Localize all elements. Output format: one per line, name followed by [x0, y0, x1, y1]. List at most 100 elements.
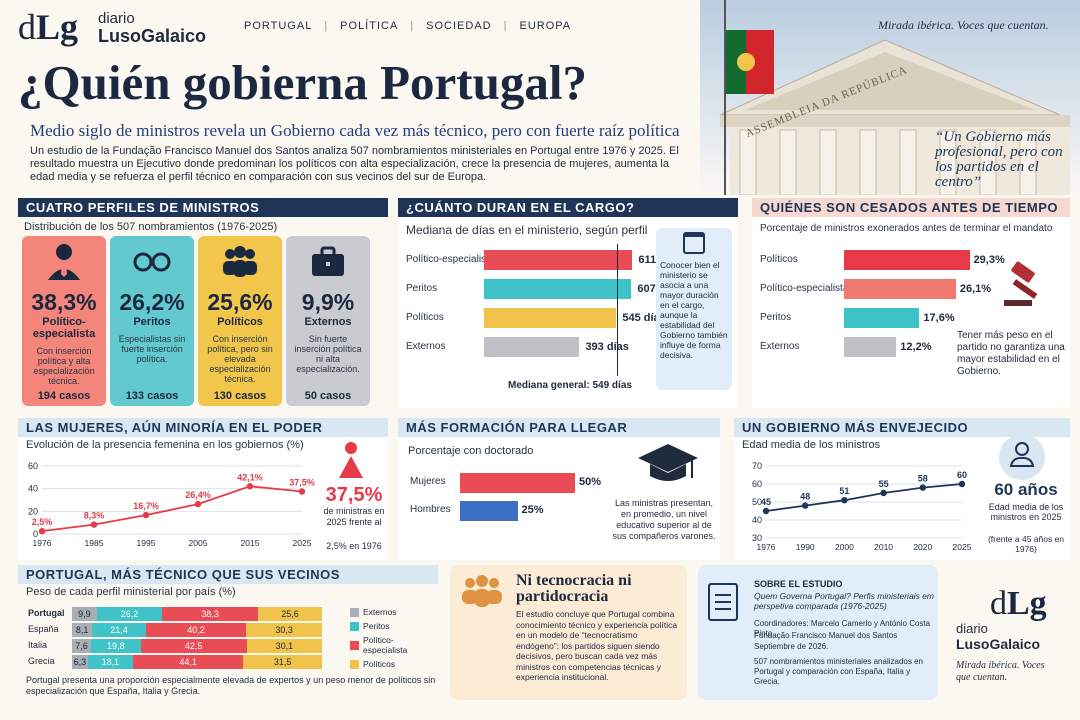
about-date: Septiembre de 2026. [754, 642, 829, 651]
data-label: 16,7% [133, 501, 159, 511]
data-point [958, 480, 966, 488]
profile-name: Políticos [217, 316, 263, 328]
data-label: 58 [918, 474, 928, 484]
legend-label: Político-especialista [362, 635, 408, 655]
brand-logo[interactable]: dLg diario LusoGalaico [18, 6, 218, 48]
profile-cases: 194 casos [37, 390, 91, 402]
duration-value: 393 días [585, 341, 629, 353]
data-label: 26,4% [185, 490, 211, 500]
section-subtitle: Mediana de días en el ministerio, según … [406, 223, 648, 237]
profile-pct: 38,3% [31, 289, 97, 315]
education-bar [460, 473, 575, 493]
data-label: 42,1% [237, 472, 263, 482]
about-title: SOBRE EL ESTUDIO [754, 579, 843, 589]
about-extra: 507 nombramientos ministeriales analizad… [754, 657, 923, 686]
duration-bar [484, 279, 632, 299]
brand-mark: dLg [18, 7, 79, 47]
section-title: LAS MUJERES, AÚN MINORÍA EN EL PODER [18, 418, 388, 437]
profile-desc: Sin fuerte inserción política ni alta es… [294, 334, 362, 374]
education-section: MÁS FORMACIÓN PARA LLEGAR Porcentaje con… [398, 418, 720, 560]
data-point [880, 489, 887, 497]
age-desc: Edad media de los ministros en 2025 [988, 502, 1064, 522]
footer-brand[interactable]: dLg diario LusoGalaico Mirada ibérica. V… [950, 585, 1075, 715]
stacked-bar: 6,3 18,1 44,1 31,5 [72, 655, 322, 669]
nav-politica[interactable]: POLÍTICA [340, 20, 399, 32]
profile-desc: Con inserción política y alta especializ… [33, 346, 95, 386]
profile-card: 26,2% Peritos Especialistas sin fuerte ins… [110, 236, 194, 406]
nav-europa[interactable]: EUROPA [519, 20, 572, 32]
x-tick-label: 2010 [874, 542, 893, 552]
duration-bar [484, 250, 633, 270]
about-work: Quem Governa Portugal? Perfis ministeria… [754, 591, 934, 611]
dismissed-label: Políticos [760, 254, 798, 265]
duration-bar [484, 337, 580, 357]
profile-pct: 26,2% [119, 289, 185, 315]
data-point [802, 502, 809, 509]
duration-bar [484, 308, 617, 328]
dismissed-label: Político-especialista [760, 283, 849, 294]
country-label: Grecia [28, 656, 55, 666]
stack-segment: 18,1 [87, 655, 133, 669]
data-label: 55 [879, 479, 889, 489]
country-label: Portugal [28, 608, 65, 618]
section-subtitle: Porcentaje con doctorado [408, 445, 534, 457]
dismissed-label: Peritos [760, 312, 792, 323]
document-icon [708, 583, 738, 621]
series-line [41, 485, 303, 533]
profile-name: Peritos [133, 316, 171, 328]
data-label: 45 [761, 497, 771, 507]
footer-mark: dLg [990, 585, 1047, 622]
legend-item: Peritos [350, 621, 438, 631]
conclusion-box: Ni tecnocracia ni partidocracia El estud… [450, 565, 687, 700]
stack-segment: 40,2 [145, 623, 247, 637]
education-note: Las ministras presentan, en promedio, un… [612, 498, 716, 541]
legend-label: Políticos [363, 659, 396, 669]
stack-segment: 30,3 [246, 623, 322, 637]
about-coord: Coordinadores: Marcelo Camerlo y António… [754, 619, 931, 638]
conclusion-text: El estudio concluye que Portugal combina… [516, 609, 678, 682]
women-section: LAS MUJERES, AÚN MINORÍA EN EL PODER Evo… [18, 418, 388, 560]
brand-name: LusoGalaico [98, 26, 207, 46]
profile-card: 38,3% Político-especialista Con inserción … [22, 236, 106, 406]
x-tick-label: 2020 [913, 542, 932, 552]
data-point [38, 527, 46, 535]
nav-sociedad[interactable]: SOCIEDAD [426, 20, 492, 32]
age-big-value: 60 años [994, 480, 1058, 499]
data-label: 60 [957, 470, 967, 480]
person-tie-icon [22, 242, 106, 285]
conclusion-title: Ni tecnocracia ni partidocracia [516, 572, 632, 605]
legend-item: Políticos [350, 659, 438, 669]
about-org: Fundação Francisco Manuel dos Santos [754, 631, 898, 640]
education-value: 50% [579, 476, 602, 488]
age-line-chart: 30 40 50 60 70 1976 1990 2000 2010 2020 2025 45 48 51… [752, 461, 972, 552]
duration-note-box: Conocer bien el ministerio se asocia a u… [656, 228, 732, 390]
y-tick-label: 60 [28, 461, 38, 471]
tagline: Mirada ibérica. Voces que cuentan. [878, 18, 1049, 32]
stack-segment: 25,6 [258, 607, 322, 621]
duration-label: Externos [406, 341, 446, 352]
profile-cases: 50 casos [304, 390, 352, 402]
nav-portugal[interactable]: PORTUGAL [244, 20, 313, 32]
main-nav: PORTUGAL | POLÍTICA | SOCIEDAD | EUROPA [232, 20, 583, 32]
profile-name: Externos [304, 316, 352, 328]
stacked-bar: 8,1 21,4 40,2 30,3 [72, 623, 322, 637]
footer-tagline: Mirada ibérica. Voces que cuentan. [956, 660, 1045, 683]
duration-label: Político-especialista [406, 254, 495, 265]
median-line [617, 244, 619, 376]
median-label: Mediana general: 549 días [508, 380, 632, 391]
person-icon [999, 434, 1045, 480]
profile-cases: 133 casos [125, 390, 179, 402]
x-tick-label: 2005 [189, 538, 208, 548]
y-tick-label: 70 [752, 461, 762, 471]
stack-segment: 9,9 [72, 607, 97, 621]
glasses-icon [110, 242, 194, 285]
section-title: QUIÉNES SON CESADOS ANTES DE TIEMPO [752, 198, 1070, 217]
stack-segment: 42,5 [140, 639, 247, 653]
brand-top: diario [98, 10, 135, 27]
stack-segment: 7,6 [72, 639, 91, 653]
page-title: ¿Quién gobierna Portugal? [18, 55, 587, 110]
profile-desc: Con inserción política, pero sin elevada… [207, 334, 273, 384]
women-line-chart: 0 20 40 60 1976 1985 1995 2005 2015 2025 2,5% 8,3% 1… [28, 461, 315, 548]
data-point [841, 497, 848, 504]
dismissed-section: QUIÉNES SON CESADOS ANTES DE TIEMPO Porc… [752, 198, 1070, 408]
